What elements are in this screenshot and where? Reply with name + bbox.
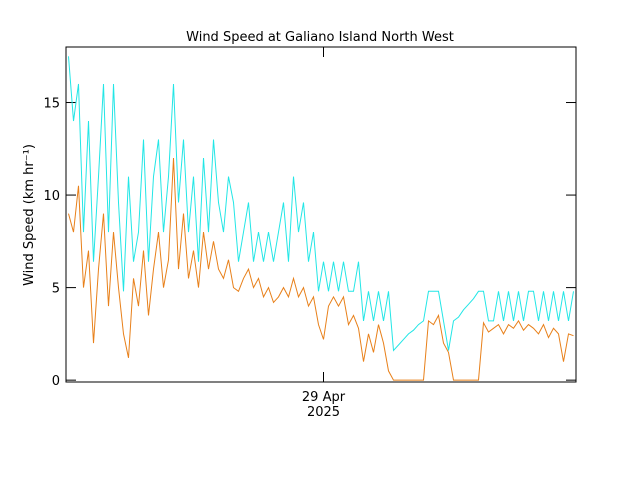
data-line xyxy=(68,157,574,381)
y-tick-label: 0 xyxy=(52,374,60,389)
y-tick-label: 15 xyxy=(43,97,60,112)
plot-frame xyxy=(65,46,577,383)
y-tick-label: 10 xyxy=(43,189,60,204)
x-tick-label: 29 Apr xyxy=(302,390,346,405)
y-tick-label: 5 xyxy=(52,282,60,297)
x-tick-label: 2025 xyxy=(307,405,340,420)
y-axis-label: Wind Speed (km hr⁻¹) xyxy=(22,144,37,286)
chart-title: Wind Speed at Galiano Island North West xyxy=(186,30,454,45)
data-line xyxy=(68,56,574,352)
